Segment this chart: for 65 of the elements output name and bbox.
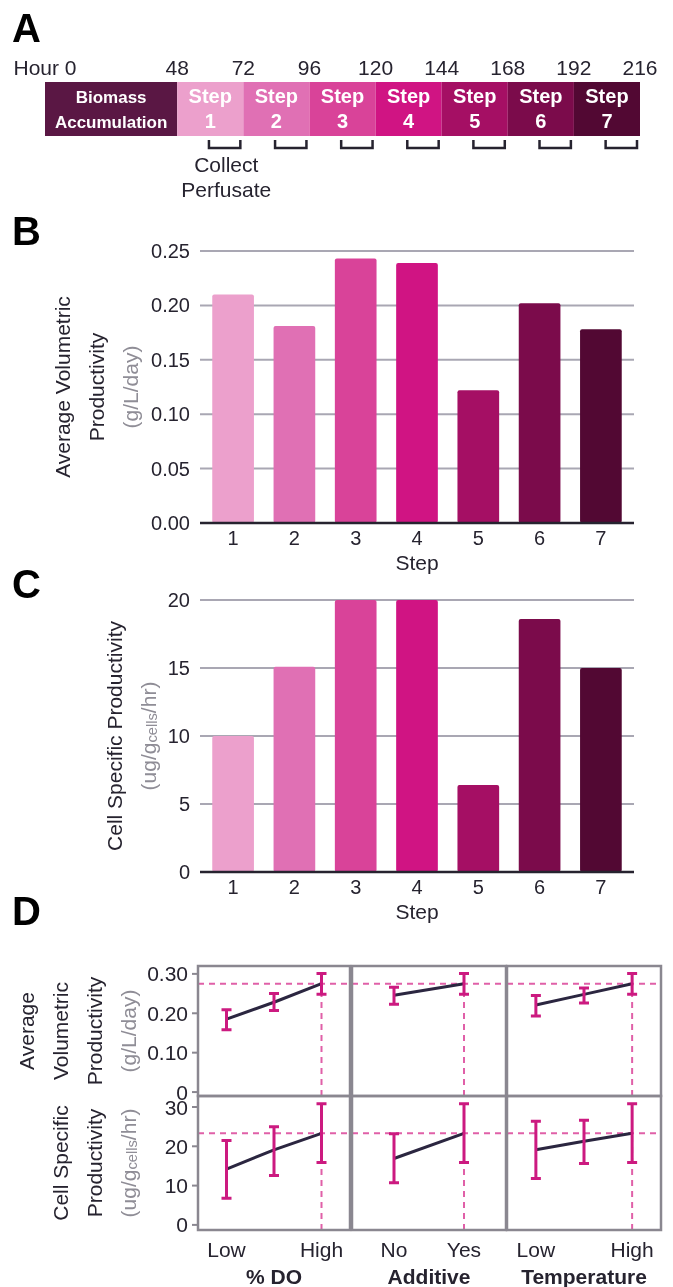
x-tick-label: 2 <box>288 527 300 549</box>
x-tick-label: 6 <box>534 527 546 549</box>
chart-title: C <box>12 562 41 606</box>
y-axis-title: Average Volumetric Productivity (g/L/day) <box>14 976 140 1086</box>
y-tick-label: 0.15 <box>151 348 190 371</box>
x-tick-label: Low <box>207 1238 247 1261</box>
x-tick-label: 4 <box>411 876 423 898</box>
y-tick-label: 0.30 <box>147 962 188 986</box>
x-tick-label: Hour 0 <box>13 56 77 79</box>
y-tick-label: 10 <box>167 725 190 747</box>
x-tick-label: 1 <box>227 527 239 549</box>
x-tick-label: Yes <box>446 1238 482 1261</box>
y-tick-label: 20 <box>164 1134 188 1158</box>
y-tick-label: 0.25 <box>151 240 190 262</box>
x-tick-label: 72 <box>231 56 256 79</box>
x-tick-label: 3 <box>350 876 362 898</box>
text: Collect Perfusate <box>181 153 272 201</box>
x-tick-label: 3 <box>350 527 362 549</box>
series-label: Biomass Accumulation <box>54 88 168 132</box>
y-tick-label: 0.10 <box>147 1041 188 1065</box>
x-tick-label: 120 <box>358 56 394 79</box>
x-axis-title: Additive <box>387 1265 471 1287</box>
y-tick-label: 20 <box>167 589 190 611</box>
y-tick-label: 5 <box>178 793 190 815</box>
y-tick-label: 0.05 <box>151 457 190 480</box>
x-tick-label: High <box>299 1238 344 1261</box>
x-tick-label: 7 <box>595 527 607 549</box>
series-label: Step 7 <box>585 85 629 132</box>
y-tick-label: 10 <box>164 1174 188 1198</box>
x-tick-label: 144 <box>424 56 460 79</box>
x-tick-label: Low <box>516 1238 556 1261</box>
series-label: Step 6 <box>519 85 563 132</box>
x-tick-label: 2 <box>288 876 300 898</box>
series-label: Step 5 <box>453 85 497 132</box>
y-axis-title: Average Volumetric Productivity (g/L/day) <box>50 296 142 478</box>
series-label: Step 1 <box>188 85 232 132</box>
series-label: Step 3 <box>320 85 365 132</box>
x-tick-label: 4 <box>411 527 423 549</box>
y-tick-label: 0 <box>178 861 190 883</box>
series-label: Step 4 <box>386 85 431 132</box>
x-tick-label: 216 <box>622 56 658 79</box>
chart-title: D <box>12 889 41 933</box>
x-tick-label: 7 <box>595 876 607 898</box>
x-axis-title: Step <box>395 551 439 574</box>
x-tick-label: 96 <box>297 56 322 79</box>
chart-title: A <box>12 6 41 50</box>
y-tick-label: 0 <box>176 1213 188 1237</box>
x-tick-label: High <box>610 1238 654 1261</box>
y-tick-label: 0.20 <box>147 1001 188 1025</box>
y-tick-label: 0.10 <box>151 403 190 426</box>
x-tick-label: 1 <box>227 876 239 898</box>
x-tick-label: 168 <box>490 56 526 79</box>
y-tick-label: 15 <box>167 657 190 679</box>
x-axis-title: % DO <box>245 1265 303 1287</box>
x-tick-label: 5 <box>472 876 484 898</box>
x-axis-title: Step <box>395 900 439 923</box>
x-tick-label: 48 <box>165 56 189 79</box>
x-tick-label: 5 <box>472 527 484 549</box>
x-tick-label: 6 <box>534 876 546 898</box>
x-tick-label: No <box>380 1238 408 1261</box>
series-label: Step 2 <box>254 85 299 132</box>
y-tick-label: 0.20 <box>151 294 190 317</box>
y-tick-label: 0.00 <box>151 512 190 534</box>
x-tick-label: 192 <box>556 56 592 79</box>
chart-title: B <box>12 209 41 253</box>
